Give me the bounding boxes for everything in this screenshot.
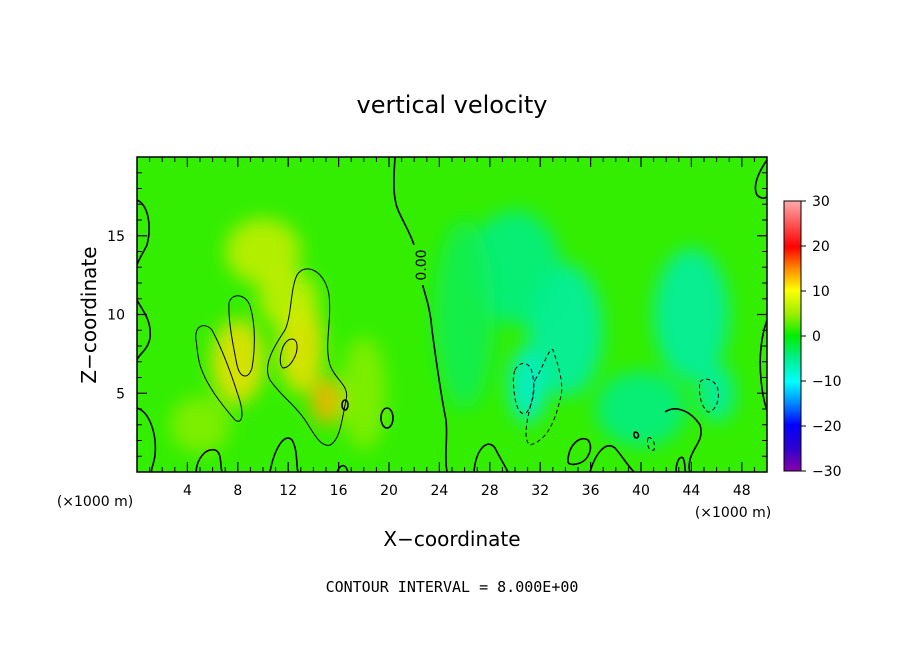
y-axis-label: Z−coordinate (77, 246, 101, 383)
field-blob (257, 270, 319, 328)
x-tick-label: 44 (682, 483, 700, 499)
contour-negative-4 (647, 437, 655, 451)
x-tick-label: 12 (279, 483, 297, 499)
chart-title: vertical velocity (357, 91, 548, 119)
contour-positive-4 (279, 338, 298, 369)
velocity-field (169, 210, 736, 454)
field-blob (697, 364, 736, 422)
contour-line-bottom-2 (269, 437, 299, 472)
contour-line-right-top (754, 159, 767, 199)
x-axis-label: X−coordinate (383, 527, 520, 551)
x-tick-label: 28 (481, 483, 499, 499)
contour-label-group: 0.00 (412, 245, 430, 285)
y-tick-label: 5 (116, 386, 125, 402)
contour-line-left-lower (137, 299, 152, 361)
contour-interval-text: CONTOUR INTERVAL = 8.000E+00 (326, 578, 579, 596)
x-tick-label: 40 (632, 483, 650, 499)
colorbar-tick-label: 10 (812, 284, 830, 300)
inner-contours (195, 268, 348, 446)
zero-contour (393, 157, 448, 472)
colorbar (783, 200, 802, 472)
field-blob (310, 377, 342, 425)
colorbar-tick-label: −10 (812, 374, 842, 390)
contour-ring-dot (633, 431, 640, 439)
contour-line-bottom-6 (589, 445, 635, 472)
x-unit-label-left: (×1000 m) (57, 494, 133, 510)
contour-label: 0.00 (414, 249, 430, 280)
y-tick-label: 10 (107, 308, 125, 324)
x-tick-label: 48 (733, 483, 751, 499)
x-tick-label: 32 (531, 483, 549, 499)
x-tick-label: 4 (183, 483, 192, 499)
x-tick-label: 24 (430, 483, 448, 499)
field-blob (595, 371, 687, 447)
x-tick-label: 8 (233, 483, 242, 499)
field-blob (434, 220, 495, 409)
colorbar-tick-label: 20 (812, 239, 830, 255)
x-tick-label: 36 (582, 483, 600, 499)
contour-lines (137, 157, 767, 472)
field-blob (225, 218, 301, 285)
x-axis: 4 8 12 16 20 24 28 32 36 40 44 48 (149, 157, 755, 499)
contour-ring-tiny (341, 399, 349, 411)
contour-line-bottom-4 (473, 443, 509, 472)
field-blob (169, 396, 231, 454)
field-blob (341, 336, 387, 450)
field-blob (653, 248, 730, 381)
x-unit-label-right: (×1000 m) (695, 505, 771, 521)
contour-line-left-bottom (137, 407, 157, 472)
y-tick-label: 15 (107, 229, 125, 245)
contour-line-bottom-8 (675, 456, 687, 472)
contour-ring-small (380, 407, 394, 429)
contour-negative-3 (699, 378, 719, 413)
contour-line-bottom-7 (664, 408, 702, 472)
contour-negative-2 (525, 348, 563, 446)
colorbar-tick-label: 0 (812, 329, 821, 345)
field-blob (211, 319, 265, 405)
contour-line-bottom-1 (195, 448, 223, 472)
contour-positive-3 (267, 268, 348, 446)
contour-line-left-edge (137, 199, 150, 267)
contour-line-bottom-5 (567, 438, 592, 466)
colorbar-tick-label: −30 (812, 464, 842, 480)
x-tick-label: 20 (380, 483, 398, 499)
colorbar-tick-label: −20 (812, 419, 842, 435)
colorbar-ticks: 30 20 10 0 −10 −20 −30 (801, 194, 842, 480)
negative-contours (512, 348, 719, 451)
contour-positive-2 (228, 295, 255, 377)
colorbar-tick-label: 30 (812, 194, 830, 210)
contour-positive-1 (195, 325, 243, 422)
contour-line-bottom-3 (336, 464, 349, 472)
x-tick-label: 16 (330, 483, 348, 499)
contour-negative-1 (512, 363, 535, 414)
y-axis: 5 10 15 (107, 172, 767, 457)
